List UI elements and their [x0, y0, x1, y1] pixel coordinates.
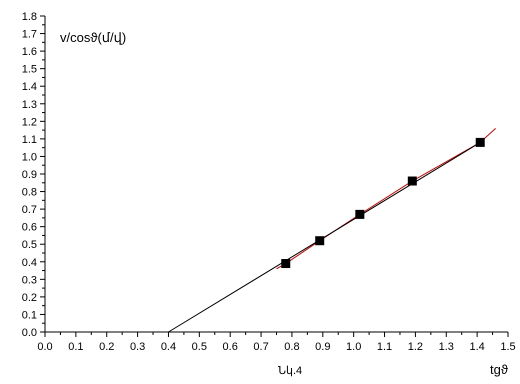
x-tick-label: 0.7 [253, 341, 268, 353]
figure-caption: Նկ.4 [278, 365, 302, 377]
y-tick-label: 1.5 [22, 64, 37, 76]
axes [44, 16, 508, 333]
y-tick-label: 0.0 [22, 327, 37, 339]
y-tick-label: 0.8 [22, 187, 37, 199]
data-point [407, 176, 417, 186]
y-tick-label: 0.6 [22, 222, 37, 234]
x-tick-label: 0.9 [315, 341, 330, 353]
data-point [281, 259, 291, 269]
x-tick-label: 1.1 [377, 341, 392, 353]
y-axis-title: v/cosϑ(մ/վ) [60, 30, 126, 45]
y-axis-ticks: 0.0 0.1 0.2 0.3 0.4 0.5 0.6 0.7 0.8 0.9 1.0 1.1 1.2 1… [22, 11, 45, 339]
data-point [355, 209, 365, 219]
y-tick-label: 1.4 [22, 81, 37, 93]
data-point [315, 236, 325, 246]
y-tick-label: 1.6 [22, 46, 37, 58]
y-tick-label: 0.2 [22, 292, 37, 304]
x-tick-label: 0.0 [37, 341, 52, 353]
y-tick-label: 0.7 [22, 204, 37, 216]
x-tick-label: 0.3 [130, 341, 145, 353]
x-tick-label: 1.3 [439, 341, 454, 353]
extrapolation-line [168, 141, 481, 333]
series-lines [168, 127, 496, 333]
y-tick-label: 0.4 [22, 257, 37, 269]
x-axis-title: tgϑ [490, 362, 509, 377]
x-tick-label: 0.4 [161, 341, 176, 353]
x-tick-label: 1.5 [500, 341, 515, 353]
y-tick-label: 0.1 [22, 309, 37, 321]
x-axis-ticks: 0.0 0.1 0.2 0.3 0.4 0.5 0.6 0.7 0.8 0.9 1.0 1.1 1.2 1… [37, 332, 516, 353]
data-point [475, 137, 485, 147]
y-tick-label: 1.1 [22, 134, 37, 146]
x-tick-label: 0.6 [223, 341, 238, 353]
y-tick-label: 1.7 [22, 29, 37, 41]
x-tick-label: 0.1 [68, 341, 83, 353]
x-tick-label: 0.2 [99, 341, 114, 353]
y-tick-label: 1.2 [22, 116, 37, 128]
y-tick-label: 0.5 [22, 239, 37, 251]
x-tick-label: 1.0 [346, 341, 361, 353]
x-tick-label: 1.2 [408, 341, 423, 353]
y-tick-label: 1.0 [22, 151, 37, 163]
x-tick-label: 1.4 [469, 341, 484, 353]
y-tick-label: 0.9 [22, 169, 37, 181]
x-tick-label: 0.5 [192, 341, 207, 353]
fit-curve-line [276, 127, 496, 270]
series-points [281, 137, 485, 269]
y-tick-label: 1.3 [22, 99, 37, 111]
y-tick-label: 1.8 [22, 11, 37, 23]
y-tick-label: 0.3 [22, 274, 37, 286]
x-tick-label: 0.8 [284, 341, 299, 353]
